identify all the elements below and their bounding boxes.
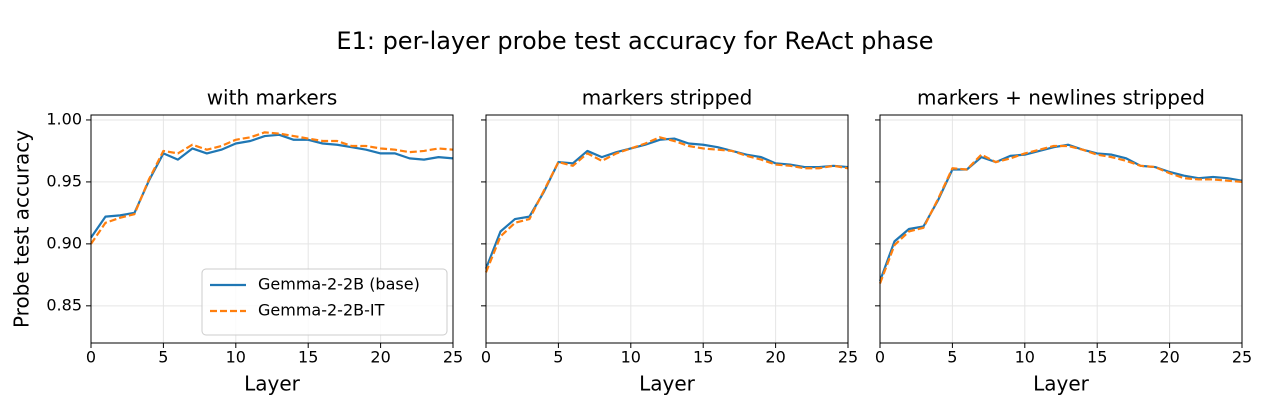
y-tick-label: 0.85	[46, 295, 82, 314]
series-line	[878, 143, 1243, 282]
y-axis-label: Probe test accuracy	[10, 130, 34, 328]
y-tick-label: 0.90	[46, 233, 82, 252]
panel-title: with markers	[207, 86, 338, 110]
series-line	[484, 136, 849, 273]
x-axis-label: Layer	[639, 372, 696, 396]
x-tick-label: 5	[947, 348, 957, 367]
figure-title: E1: per-layer probe test accuracy for Re…	[336, 27, 933, 55]
x-tick-label: 0	[875, 348, 885, 367]
x-tick-label: 25	[1232, 348, 1252, 367]
x-tick-label: 20	[1159, 348, 1179, 367]
x-axis-label: Layer	[244, 372, 301, 396]
x-tick-label: 0	[481, 348, 491, 367]
series-line	[90, 131, 454, 245]
legend-label: Gemma-2-2B (base)	[258, 275, 420, 294]
legend-label: Gemma-2-2B-IT	[258, 301, 385, 320]
plot-frame	[90, 114, 454, 344]
x-tick-label: 0	[86, 348, 96, 367]
x-tick-label: 5	[158, 348, 168, 367]
x-tick-label: 25	[443, 348, 463, 367]
legend-box	[201, 268, 448, 336]
x-tick-label: 10	[621, 348, 641, 367]
plot-frame	[485, 114, 849, 344]
x-axis-label: Layer	[1033, 372, 1090, 396]
plot-frame	[879, 114, 1243, 344]
x-tick-label: 15	[298, 348, 318, 367]
x-tick-label: 15	[1087, 348, 1107, 367]
x-tick-label: 10	[226, 348, 246, 367]
panel-title: markers + newlines stripped	[917, 86, 1205, 110]
y-tick-label: 1.00	[46, 109, 82, 128]
x-tick-label: 20	[370, 348, 390, 367]
x-tick-label: 10	[1015, 348, 1035, 367]
y-tick-label: 0.95	[46, 171, 82, 190]
series-line	[90, 133, 454, 239]
x-tick-label: 25	[838, 348, 858, 367]
series-line	[484, 137, 849, 270]
series-line	[878, 144, 1243, 284]
x-tick-label: 5	[553, 348, 563, 367]
x-tick-label: 15	[693, 348, 713, 367]
panel-title: markers stripped	[582, 86, 753, 110]
x-tick-label: 20	[765, 348, 785, 367]
